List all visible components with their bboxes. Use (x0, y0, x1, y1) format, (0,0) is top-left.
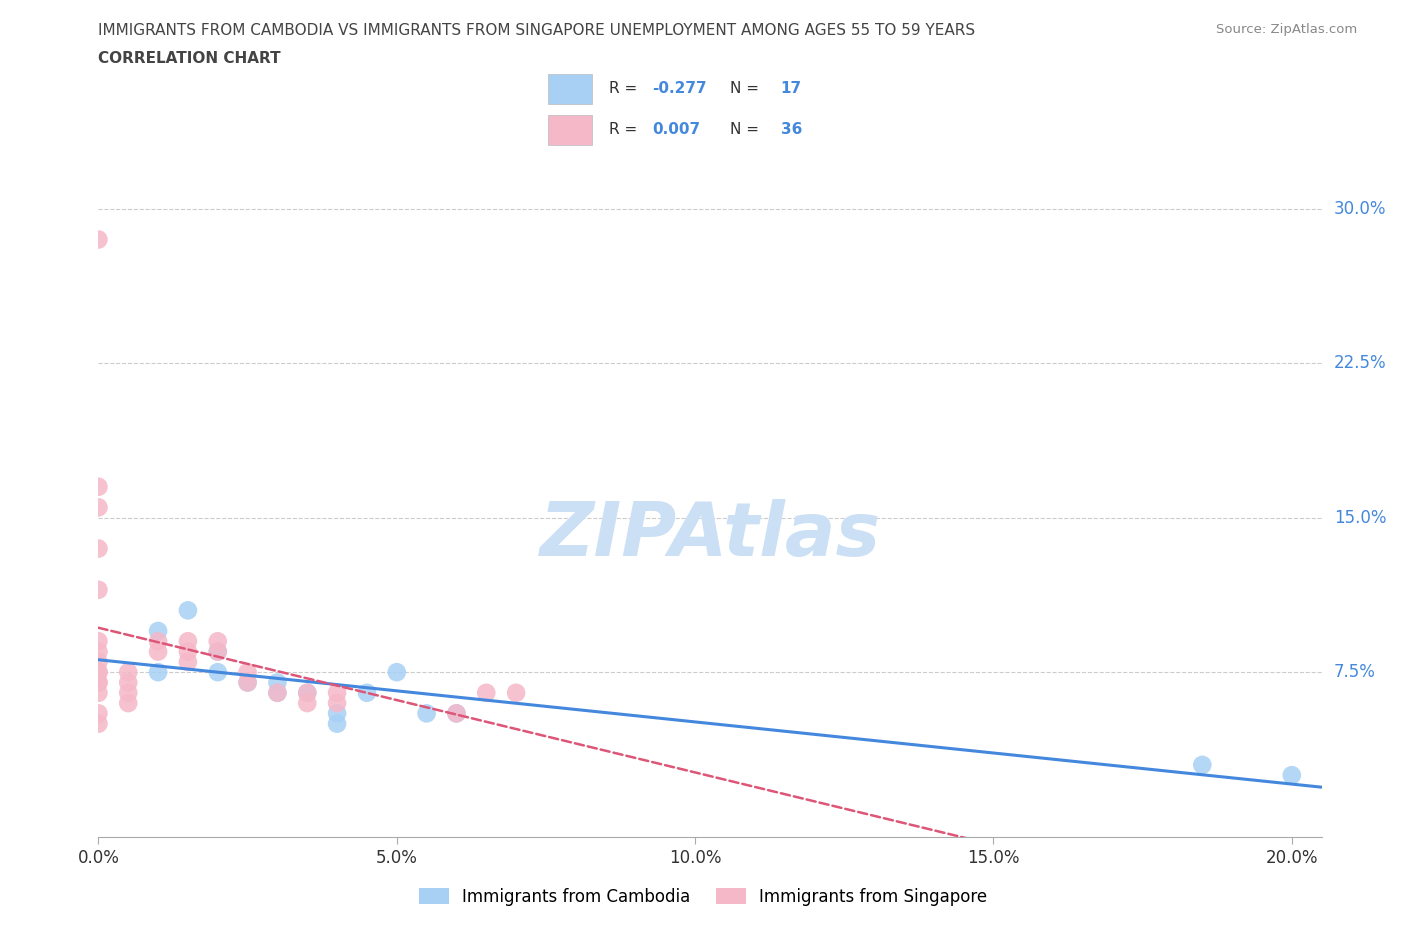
Point (177, 634, 200, 649)
Point (326, 716, 349, 731)
Bar (548, 74, 592, 104)
Point (415, 706, 437, 721)
Point (87, 582, 110, 597)
Text: -0.277: -0.277 (652, 82, 707, 97)
Point (87, 655, 110, 670)
Point (207, 634, 229, 649)
Point (505, 685, 527, 700)
Point (87, 644, 110, 659)
Text: 36: 36 (780, 122, 801, 137)
Point (146, 644, 169, 659)
Point (266, 675, 288, 690)
Point (297, 685, 319, 700)
Text: R =: R = (609, 122, 641, 137)
Text: N =: N = (730, 122, 763, 137)
Point (446, 706, 468, 721)
Point (87, 665, 110, 680)
Point (326, 706, 349, 721)
Point (87, 541, 110, 556)
Point (207, 665, 229, 680)
Point (236, 675, 259, 690)
Point (266, 685, 288, 700)
Point (87, 634, 110, 649)
Point (475, 685, 498, 700)
Point (207, 644, 229, 659)
Text: 0.007: 0.007 (652, 122, 700, 137)
Point (1191, 757, 1213, 772)
Point (87, 685, 110, 700)
Text: R =: R = (609, 82, 641, 97)
Point (297, 685, 319, 700)
Text: IMMIGRANTS FROM CAMBODIA VS IMMIGRANTS FROM SINGAPORE UNEMPLOYMENT AMONG AGES 55: IMMIGRANTS FROM CAMBODIA VS IMMIGRANTS F… (98, 23, 976, 38)
Point (87, 479, 110, 494)
Text: 7.5%: 7.5% (1334, 663, 1375, 681)
Point (117, 665, 139, 680)
Text: 22.5%: 22.5% (1334, 354, 1386, 372)
Text: Source: ZipAtlas.com: Source: ZipAtlas.com (1216, 23, 1357, 36)
Point (446, 706, 468, 721)
Legend: Immigrants from Cambodia, Immigrants from Singapore: Immigrants from Cambodia, Immigrants fro… (412, 881, 994, 912)
Point (266, 685, 288, 700)
Point (356, 685, 378, 700)
Text: N =: N = (730, 82, 763, 97)
Point (236, 675, 259, 690)
Point (177, 603, 200, 618)
Point (87, 675, 110, 690)
Bar (548, 114, 592, 145)
Text: 30.0%: 30.0% (1334, 200, 1386, 218)
Text: 15.0%: 15.0% (1334, 509, 1386, 526)
Point (177, 655, 200, 670)
Point (146, 623, 169, 638)
Point (87, 665, 110, 680)
Text: 17: 17 (780, 82, 801, 97)
Point (1281, 768, 1303, 783)
Point (385, 665, 408, 680)
Point (207, 644, 229, 659)
Point (87, 500, 110, 515)
Point (87, 706, 110, 721)
Point (297, 696, 319, 711)
Point (177, 644, 200, 659)
Point (87, 675, 110, 690)
Point (236, 665, 259, 680)
Point (117, 675, 139, 690)
Text: CORRELATION CHART: CORRELATION CHART (98, 51, 281, 66)
Point (117, 685, 139, 700)
Point (117, 696, 139, 711)
Point (326, 696, 349, 711)
Point (326, 685, 349, 700)
Point (146, 665, 169, 680)
Text: ZIPAtlas: ZIPAtlas (540, 499, 880, 572)
Point (87, 232, 110, 247)
Point (87, 716, 110, 731)
Point (146, 634, 169, 649)
